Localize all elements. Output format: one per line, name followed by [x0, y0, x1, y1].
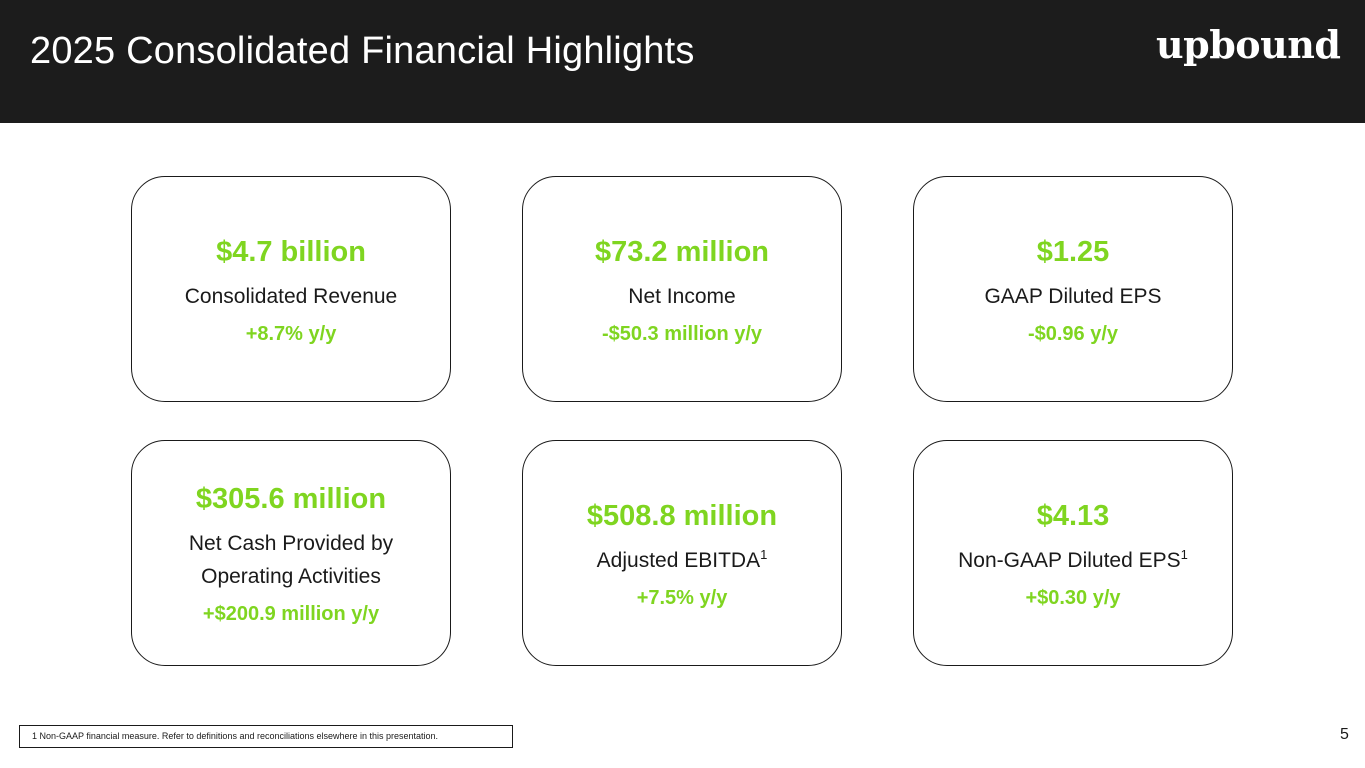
- footnote-box: 1 Non-GAAP financial measure. Refer to d…: [19, 725, 513, 748]
- metric-change: +$0.30 y/y: [1025, 586, 1121, 609]
- card-adjusted-ebitda: $508.8 million Adjusted EBITDA1 +7.5% y/…: [522, 440, 842, 666]
- metric-label: Net Income: [628, 284, 736, 308]
- metric-change: -$0.96 y/y: [1027, 322, 1119, 345]
- card-consolidated-revenue: $4.7 billion Consolidated Revenue +8.7% …: [131, 176, 451, 402]
- metric-label: Adjusted EBITDA1: [596, 546, 768, 572]
- metric-change: -$50.3 million y/y: [601, 322, 763, 345]
- metric-change: +7.5% y/y: [636, 586, 728, 609]
- metric-change: +$200.9 million y/y: [202, 603, 380, 625]
- footnote-marker: 1: [760, 546, 768, 562]
- metric-value: $305.6 million: [195, 483, 387, 515]
- header-bar: 2025 Consolidated Financial Highlights u…: [0, 0, 1365, 123]
- metric-label: Consolidated Revenue: [184, 284, 398, 308]
- metric-change: +8.7% y/y: [245, 322, 337, 345]
- metric-label: Non-GAAP Diluted EPS1: [958, 546, 1188, 572]
- page-number: 5: [1340, 726, 1349, 743]
- page-title: 2025 Consolidated Financial Highlights: [30, 30, 695, 72]
- footnote-marker: 1: [1180, 546, 1188, 562]
- metric-value: $1.25: [1036, 235, 1110, 268]
- metric-value: $508.8 million: [586, 499, 778, 532]
- card-net-cash-operating: $305.6 million Net Cash Provided by Oper…: [131, 440, 451, 666]
- metric-value: $4.13: [1036, 499, 1110, 532]
- metric-label: Net Cash Provided by Operating Activitie…: [188, 532, 394, 588]
- metric-value: $73.2 million: [594, 235, 770, 268]
- card-non-gaap-diluted-eps: $4.13 Non-GAAP Diluted EPS1 +$0.30 y/y: [913, 440, 1233, 666]
- upbound-logo: upbound: [1156, 22, 1341, 67]
- metric-label: GAAP Diluted EPS: [984, 284, 1162, 308]
- card-gaap-diluted-eps: $1.25 GAAP Diluted EPS -$0.96 y/y: [913, 176, 1233, 402]
- metric-value: $4.7 billion: [216, 235, 366, 268]
- card-net-income: $73.2 million Net Income -$50.3 million …: [522, 176, 842, 402]
